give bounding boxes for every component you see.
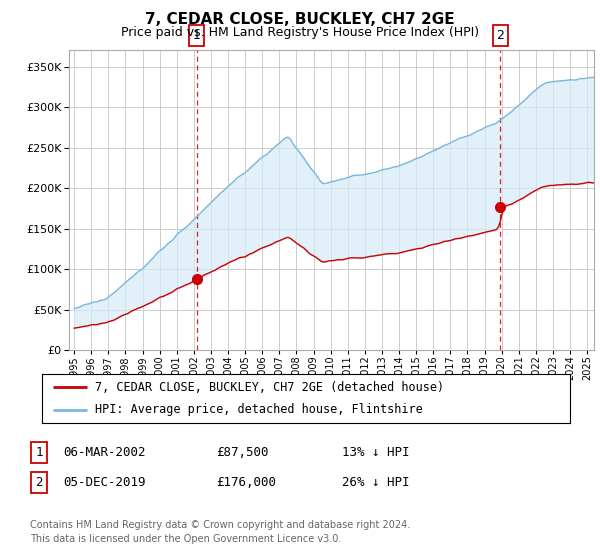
Text: Price paid vs. HM Land Registry's House Price Index (HPI): Price paid vs. HM Land Registry's House … [121, 26, 479, 39]
Text: HPI: Average price, detached house, Flintshire: HPI: Average price, detached house, Flin… [95, 404, 422, 417]
Text: 7, CEDAR CLOSE, BUCKLEY, CH7 2GE: 7, CEDAR CLOSE, BUCKLEY, CH7 2GE [145, 12, 455, 27]
Text: £87,500: £87,500 [216, 446, 269, 459]
Text: 2: 2 [35, 476, 43, 489]
Text: 26% ↓ HPI: 26% ↓ HPI [342, 476, 409, 489]
Text: 13% ↓ HPI: 13% ↓ HPI [342, 446, 409, 459]
Text: This data is licensed under the Open Government Licence v3.0.: This data is licensed under the Open Gov… [30, 534, 341, 544]
Text: 05-DEC-2019: 05-DEC-2019 [63, 476, 146, 489]
Text: 1: 1 [35, 446, 43, 459]
Text: £176,000: £176,000 [216, 476, 276, 489]
Text: 7, CEDAR CLOSE, BUCKLEY, CH7 2GE (detached house): 7, CEDAR CLOSE, BUCKLEY, CH7 2GE (detach… [95, 381, 444, 394]
Text: 1: 1 [193, 29, 200, 42]
Text: 06-MAR-2002: 06-MAR-2002 [63, 446, 146, 459]
Text: Contains HM Land Registry data © Crown copyright and database right 2024.: Contains HM Land Registry data © Crown c… [30, 520, 410, 530]
Text: 2: 2 [496, 29, 504, 42]
